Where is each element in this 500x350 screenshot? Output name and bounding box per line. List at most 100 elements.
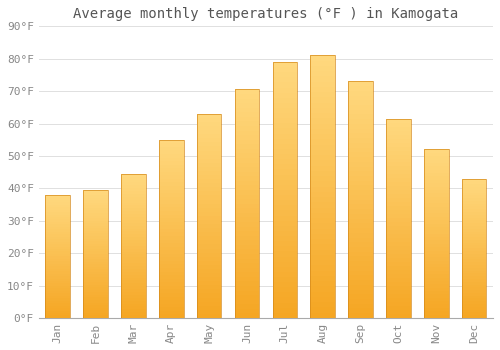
Bar xyxy=(310,255,335,260)
Bar xyxy=(197,191,222,195)
Bar xyxy=(197,248,222,253)
Bar xyxy=(424,254,448,257)
Bar xyxy=(348,204,373,209)
Bar xyxy=(386,214,410,218)
Bar xyxy=(84,305,108,308)
Bar xyxy=(462,234,486,237)
Bar xyxy=(197,146,222,150)
Bar xyxy=(234,250,260,254)
Bar xyxy=(272,303,297,308)
Bar xyxy=(234,204,260,208)
Bar xyxy=(234,309,260,313)
Bar xyxy=(386,135,410,139)
Bar xyxy=(159,197,184,200)
Bar xyxy=(84,300,108,303)
Bar xyxy=(424,237,448,240)
Bar xyxy=(46,286,70,288)
Bar xyxy=(46,227,70,229)
Bar xyxy=(84,236,108,239)
Bar xyxy=(348,91,373,96)
Bar xyxy=(234,158,260,163)
Bar xyxy=(348,143,373,148)
Bar xyxy=(424,190,448,193)
Bar xyxy=(272,139,297,144)
Bar xyxy=(159,168,184,172)
Bar xyxy=(310,71,335,76)
Bar xyxy=(272,62,297,318)
Bar xyxy=(462,273,486,276)
Bar xyxy=(46,205,70,207)
Bar xyxy=(462,254,486,257)
Bar xyxy=(197,212,222,216)
Bar xyxy=(462,209,486,212)
Bar xyxy=(272,308,297,313)
Bar xyxy=(462,195,486,198)
Bar xyxy=(310,218,335,223)
Bar xyxy=(234,149,260,153)
Bar xyxy=(348,271,373,275)
Bar xyxy=(234,90,260,318)
Bar xyxy=(159,190,184,193)
Bar xyxy=(84,303,108,305)
Bar xyxy=(310,192,335,197)
Bar xyxy=(424,261,448,264)
Bar xyxy=(121,197,146,200)
Bar xyxy=(386,174,410,179)
Bar xyxy=(121,208,146,211)
Bar xyxy=(84,216,108,218)
Bar xyxy=(234,94,260,99)
Bar xyxy=(197,302,222,306)
Bar xyxy=(159,200,184,204)
Bar xyxy=(462,268,486,271)
Bar xyxy=(121,303,146,306)
Bar xyxy=(386,258,410,262)
Bar xyxy=(121,298,146,301)
Bar xyxy=(424,257,448,261)
Bar xyxy=(310,66,335,71)
Bar xyxy=(84,218,108,220)
Bar xyxy=(234,213,260,217)
Bar xyxy=(46,259,70,261)
Bar xyxy=(234,112,260,117)
Bar xyxy=(46,298,70,301)
Bar xyxy=(348,275,373,280)
Bar xyxy=(197,118,222,122)
Bar xyxy=(197,159,222,163)
Bar xyxy=(46,284,70,286)
Bar xyxy=(84,239,108,241)
Bar xyxy=(348,228,373,233)
Bar xyxy=(234,131,260,135)
Bar xyxy=(121,260,146,263)
Bar xyxy=(424,203,448,207)
Bar xyxy=(234,176,260,181)
Bar xyxy=(84,257,108,259)
Bar xyxy=(462,262,486,265)
Bar xyxy=(462,218,486,220)
Bar xyxy=(386,286,410,290)
Bar xyxy=(121,191,146,194)
Bar xyxy=(46,202,70,205)
Bar xyxy=(46,279,70,281)
Bar xyxy=(159,140,184,318)
Bar xyxy=(462,259,486,262)
Bar xyxy=(197,306,222,310)
Bar xyxy=(348,219,373,223)
Bar xyxy=(46,237,70,239)
Bar xyxy=(386,242,410,246)
Bar xyxy=(272,282,297,287)
Bar xyxy=(121,223,146,226)
Bar xyxy=(272,292,297,298)
Bar xyxy=(386,182,410,187)
Bar xyxy=(348,209,373,214)
Bar xyxy=(84,285,108,287)
Bar xyxy=(234,167,260,172)
Bar xyxy=(159,282,184,286)
Bar xyxy=(462,285,486,287)
Bar xyxy=(386,290,410,294)
Bar xyxy=(310,124,335,129)
Bar xyxy=(159,261,184,265)
Bar xyxy=(159,286,184,289)
Bar xyxy=(424,176,448,180)
Title: Average monthly temperatures (°F ) in Kamogata: Average monthly temperatures (°F ) in Ka… xyxy=(74,7,458,21)
Bar xyxy=(462,212,486,215)
